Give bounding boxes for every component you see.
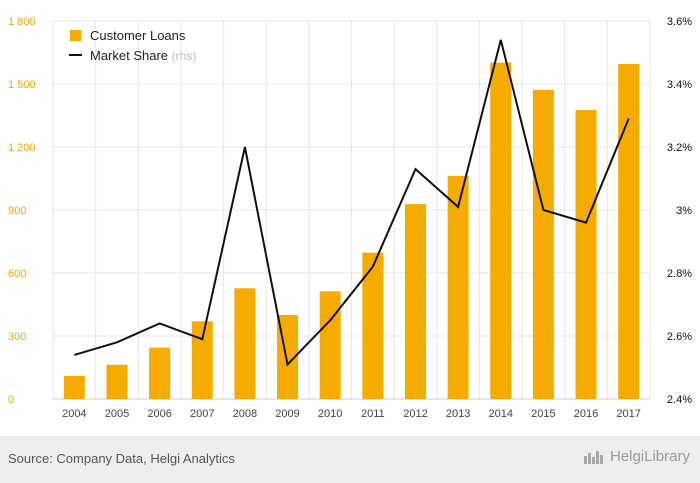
right-tick-label: 3.4% xyxy=(667,79,692,91)
bar xyxy=(404,204,426,399)
brand[interactable]: HelgiLibrary xyxy=(583,448,690,465)
x-tick-label: 2017 xyxy=(616,408,640,420)
x-tick-label: 2014 xyxy=(489,408,513,420)
right-tick-label: 2.8% xyxy=(667,268,692,280)
bar xyxy=(319,291,341,399)
legend-line-suffix: (rhs) xyxy=(172,49,197,63)
chart: 0 300 600 900 1 200 1 500 1 800 2.4% 2.6% 2.8% 3%… xyxy=(8,16,692,420)
right-tick-label: 3% xyxy=(676,205,692,217)
left-tick-label: 1 500 xyxy=(8,79,36,91)
brand-name: HelgiLibrary xyxy=(609,448,690,465)
right-tick-label: 2.4% xyxy=(667,394,692,406)
bar xyxy=(575,110,597,399)
bar xyxy=(362,252,384,399)
x-tick-label: 2004 xyxy=(62,408,86,420)
x-tick-label: 2013 xyxy=(446,408,470,420)
bar xyxy=(191,321,213,399)
x-axis-ticks: 2004 2005 2006 2007 2008 2009 2010 2011 2012 2013… xyxy=(62,408,641,420)
gridlines xyxy=(52,20,651,400)
x-tick-label: 2009 xyxy=(275,408,299,420)
x-tick-label: 2016 xyxy=(574,408,598,420)
customer-loans-bars xyxy=(63,62,640,400)
legend-line-label: Market Share (rhs) xyxy=(90,48,196,63)
right-tick-label: 3.2% xyxy=(667,142,692,154)
bar xyxy=(532,89,554,399)
left-tick-label: 0 xyxy=(8,394,14,406)
bar xyxy=(234,288,256,399)
legend-line-name: Market Share xyxy=(90,48,168,63)
helgi-logo-icon xyxy=(583,450,603,464)
x-tick-label: 2011 xyxy=(361,408,385,420)
bar xyxy=(149,347,171,399)
left-tick-label: 1 200 xyxy=(8,142,36,154)
x-tick-label: 2010 xyxy=(318,408,342,420)
bar xyxy=(490,62,512,400)
bar xyxy=(106,364,128,399)
x-tick-label: 2006 xyxy=(147,408,171,420)
bar xyxy=(618,64,640,400)
x-tick-label: 2008 xyxy=(233,408,257,420)
x-tick-label: 2005 xyxy=(105,408,129,420)
x-tick-label: 2012 xyxy=(403,408,427,420)
left-tick-label: 1 800 xyxy=(8,16,36,28)
right-tick-label: 2.6% xyxy=(667,331,692,343)
x-tick-label: 2015 xyxy=(531,408,555,420)
left-tick-label: 900 xyxy=(8,205,26,217)
left-tick-label: 600 xyxy=(8,268,26,280)
market-share-line xyxy=(74,39,630,367)
bar xyxy=(447,175,469,399)
right-tick-label: 3.6% xyxy=(667,16,692,28)
legend: Customer Loans Market Share (rhs) xyxy=(69,28,196,63)
right-axis-ticks: 2.4% 2.6% 2.8% 3% 3.2% 3.4% 3.6% xyxy=(667,16,692,406)
footer: Source: Company Data, Helgi Analytics He… xyxy=(0,436,700,483)
left-tick-label: 300 xyxy=(8,331,26,343)
source-note: Source: Company Data, Helgi Analytics xyxy=(8,451,235,466)
bar xyxy=(63,375,85,399)
legend-bar-label: Customer Loans xyxy=(90,28,186,43)
left-axis-ticks: 0 300 600 900 1 200 1 500 1 800 xyxy=(8,16,36,406)
legend-bar-swatch xyxy=(70,30,81,41)
x-tick-label: 2007 xyxy=(190,408,214,420)
market-share-line-group xyxy=(74,39,630,367)
